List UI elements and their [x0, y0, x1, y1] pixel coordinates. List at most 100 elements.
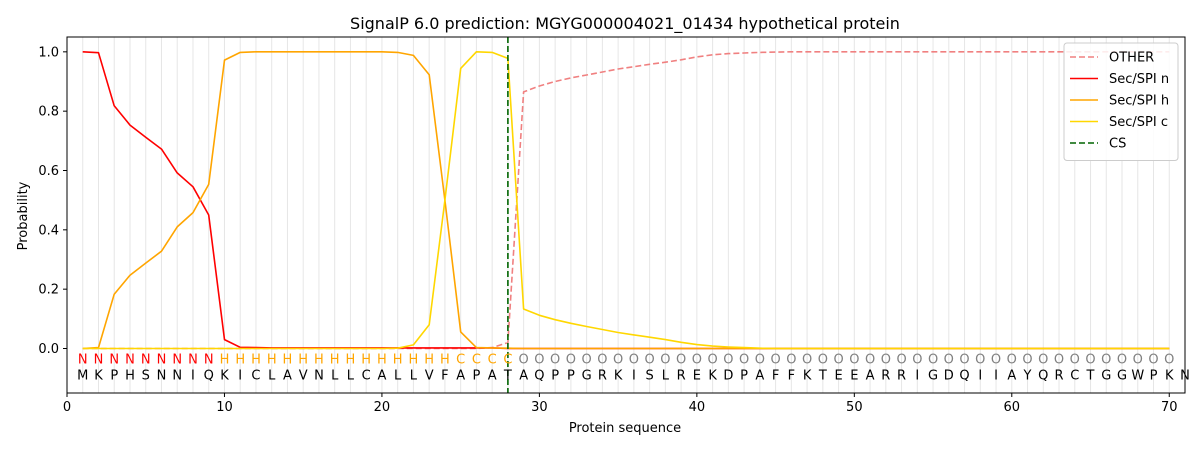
sequence-label: C [472, 352, 481, 367]
sequence-residue: R [881, 369, 890, 384]
sequence-label: H [314, 352, 324, 367]
sequence-label: O [534, 352, 544, 367]
sequence-label: H [409, 352, 419, 367]
sequence-label: H [298, 352, 308, 367]
plot-area: NMNKNPNHNSNNNNNINQHKHIHCHLHAHVHNHLHLHCHA… [38, 36, 1190, 415]
sequence-label: H [267, 352, 277, 367]
sequence-label: N [172, 352, 182, 367]
sequence-residue: P [472, 369, 480, 384]
sequence-residue: A [755, 369, 764, 384]
sequence-residue: T [1086, 369, 1095, 384]
sequence-residue: I [915, 369, 919, 384]
sequence-label: O [660, 352, 670, 367]
sequence-label: O [818, 352, 828, 367]
series-line-other [82, 50, 1170, 350]
sequence-label: H [220, 352, 230, 367]
sequence-label: O [1085, 352, 1095, 367]
sequence-label: O [959, 352, 969, 367]
sequence-label: H [330, 352, 340, 367]
sequence-label: O [912, 352, 922, 367]
sequence-residue: Q [204, 369, 214, 384]
sequence-residue: M [77, 369, 88, 384]
sequence-label: O [613, 352, 623, 367]
sequence-label: O [1101, 352, 1111, 367]
sequence-residue: C [362, 369, 371, 384]
sequence-label: C [503, 352, 512, 367]
sequence-label: O [645, 352, 655, 367]
legend-label: CS [1109, 137, 1126, 152]
sequence-label: O [566, 352, 576, 367]
sequence-label: O [849, 352, 859, 367]
sequence-label: N [78, 352, 88, 367]
x-tick-label: 50 [846, 400, 863, 415]
x-tick-label: 60 [1004, 400, 1021, 415]
y-tick-label: 0.2 [38, 283, 59, 298]
sequence-label: O [707, 352, 717, 367]
sequence-label: O [550, 352, 560, 367]
sequence-label: N [125, 352, 135, 367]
chart-title: SignalP 6.0 prediction: MGYG000004021_01… [350, 14, 900, 34]
sequence-label: O [755, 352, 765, 367]
sequence-residue: V [299, 369, 308, 384]
sequence-label: O [1038, 352, 1048, 367]
sequence-residue: E [693, 369, 701, 384]
sequence-label: O [1148, 352, 1158, 367]
sequence-label: H [361, 352, 371, 367]
sequence-residue: L [347, 369, 355, 384]
sequence-label: N [94, 352, 104, 367]
sequence-residue: A [283, 369, 292, 384]
legend-label: Sec/SPI n [1109, 72, 1169, 87]
sequence-residue: A [1007, 369, 1016, 384]
y-tick-label: 0.0 [38, 342, 59, 357]
sequence-label: N [204, 352, 214, 367]
legend-label: OTHER [1109, 51, 1154, 66]
x-tick-label: 40 [689, 400, 706, 415]
sequence-residue: K [1165, 369, 1174, 384]
sequence-label: O [519, 352, 529, 367]
sequence-residue: A [488, 369, 497, 384]
series-line-sec-spi-h [82, 50, 1170, 350]
sequence-residue: K [94, 369, 103, 384]
sequence-label: O [865, 352, 875, 367]
sequence-label: O [896, 352, 906, 367]
sequence-residue: E [834, 369, 842, 384]
sequence-label: N [188, 352, 198, 367]
y-tick-label: 1.0 [38, 45, 59, 60]
sequence-residue: F [772, 369, 779, 384]
plot-frame [66, 36, 1186, 394]
sequence-label: O [975, 352, 985, 367]
x-tick-label: 70 [1161, 400, 1178, 415]
x-tick-label: 20 [374, 400, 391, 415]
sequence-label: H [235, 352, 245, 367]
sequence-label: O [802, 352, 812, 367]
sequence-residue: P [551, 369, 559, 384]
sequence-label: O [1117, 352, 1127, 367]
y-tick-label: 0.8 [38, 105, 59, 120]
sequence-residue: V [425, 369, 434, 384]
sequence-residue: I [978, 369, 982, 384]
legend: OTHER Sec/SPI n Sec/SPI h Sec/SPI c CS [1063, 42, 1179, 161]
sequence-label: O [629, 352, 639, 367]
sequence-residue: N [172, 369, 182, 384]
sequence-label: H [283, 352, 293, 367]
sequence-label: O [786, 352, 796, 367]
sequence-label: O [833, 352, 843, 367]
sequence-label: N [157, 352, 167, 367]
sequence-label: O [1054, 352, 1064, 367]
sequence-label: O [881, 352, 891, 367]
sequence-residue: N [157, 369, 167, 384]
legend-label: Sec/SPI h [1109, 94, 1169, 109]
sequence-residue: L [394, 369, 402, 384]
sequence-residue: G [1117, 369, 1127, 384]
sequence-residue: K [614, 369, 623, 384]
sequence-label: O [723, 352, 733, 367]
sequence-label: C [488, 352, 497, 367]
y-tick-label: 0.4 [38, 223, 59, 238]
sequence-residue: A [519, 369, 528, 384]
sequence-residue: F [441, 369, 448, 384]
y-tick-label: 0.6 [38, 164, 59, 179]
sequence-residue: C [1070, 369, 1079, 384]
sequence-label: O [991, 352, 1001, 367]
sequence-label: O [1022, 352, 1032, 367]
sequence-label: O [597, 352, 607, 367]
